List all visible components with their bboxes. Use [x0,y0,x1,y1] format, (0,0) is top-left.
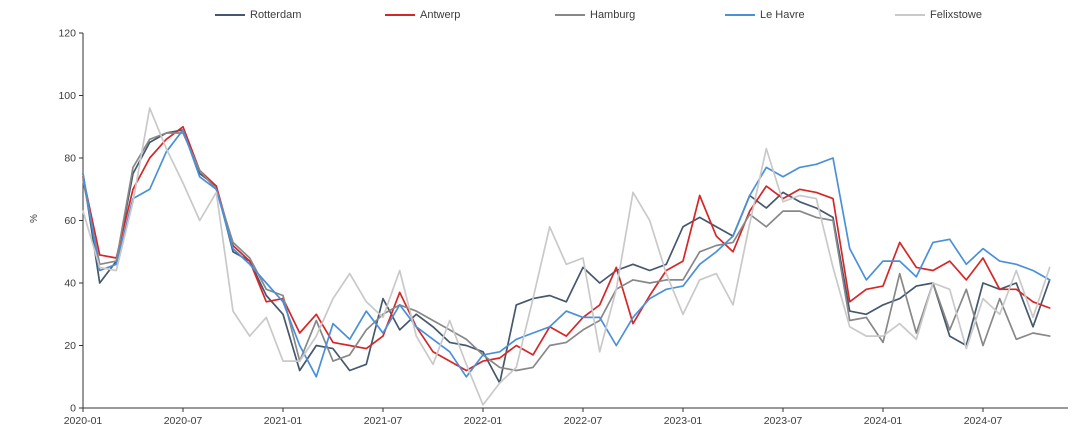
x-tick-label: 2022-01 [464,415,503,427]
chart-legend: Rotterdam Antwerp Hamburg Le Havre Felix… [0,8,1080,24]
series-line-hamburg [82,132,1051,372]
legend-item-hamburg[interactable]: Hamburg [555,8,635,22]
legend-label: Felixstowe [930,9,982,21]
legend-item-rotterdam[interactable]: Rotterdam [215,8,301,22]
x-tick-label: 2022-07 [564,415,603,427]
felixstowe-line-swatch [895,14,925,16]
le-havre-line-swatch [725,14,755,16]
x-tick-label: 2023-07 [764,415,803,427]
series-line-rotterdam [82,129,1051,384]
rotterdam-line-swatch [215,14,245,16]
y-axis-title: % [28,214,40,223]
antwerp-line-swatch [385,14,415,16]
x-tick-label: 2020-01 [64,415,103,427]
y-tick-label: 0 [70,403,76,415]
legend-label: Antwerp [420,9,461,21]
x-tick-label: 2024-07 [964,415,1003,427]
y-tick-label: 80 [64,153,76,165]
x-tick-label: 2023-01 [664,415,703,427]
legend-label: Rotterdam [250,9,302,21]
y-tick-label: 120 [58,28,76,40]
legend-label: Hamburg [590,9,636,21]
series-line-le-havre [82,129,1051,378]
series-line-felixstowe [82,107,1051,406]
legend-item-le-havre[interactable]: Le Havre [725,8,805,22]
x-tick-label: 2020-07 [164,415,203,427]
hamburg-line-swatch [555,14,585,16]
y-tick-label: 100 [58,90,76,102]
legend-item-felixstowe[interactable]: Felixstowe [895,8,982,22]
y-tick-label: 40 [64,278,76,290]
series-line-antwerp [82,125,1051,372]
y-tick-label: 60 [64,215,76,227]
legend-item-antwerp[interactable]: Antwerp [385,8,460,22]
legend-label: Le Havre [760,9,805,21]
x-tick-label: 2021-07 [364,415,403,427]
y-tick-label: 20 [64,340,76,352]
x-tick-label: 2021-01 [264,415,303,427]
x-tick-label: 2024-01 [864,415,903,427]
